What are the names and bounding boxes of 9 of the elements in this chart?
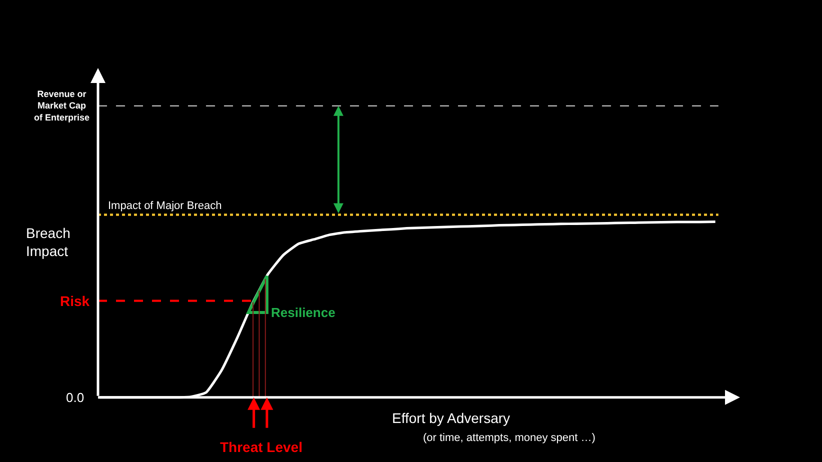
- text: 0.0: [66, 390, 84, 405]
- ref-line-label: Revenue or Market Cap of Enterprise: [34, 89, 90, 122]
- ref-line-label: Impact of Major Breach: [108, 200, 222, 212]
- ref-line-label: Risk: [60, 293, 90, 309]
- text: Threat Level: [220, 439, 302, 455]
- x-axis-title: Effort by Adversary: [392, 410, 510, 426]
- annotation: Resilience: [271, 305, 336, 320]
- y-axis-title: Breach Impact: [26, 225, 70, 260]
- text: (or time, attempts, money spent …): [423, 432, 596, 444]
